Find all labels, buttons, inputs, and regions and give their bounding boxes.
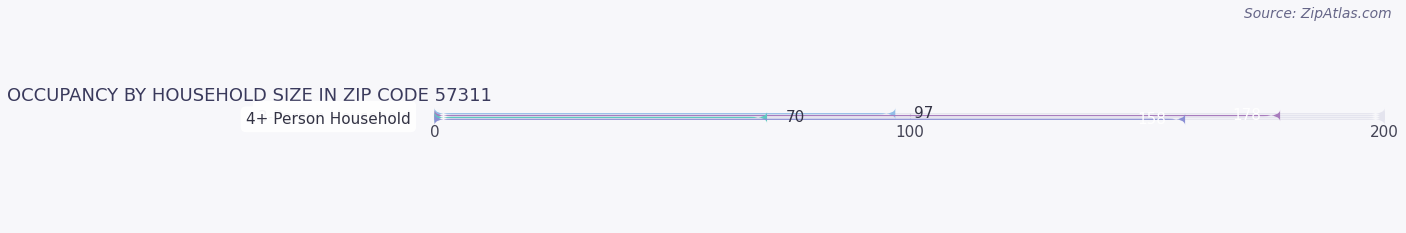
FancyBboxPatch shape [434, 110, 1385, 121]
FancyBboxPatch shape [434, 113, 1385, 125]
FancyBboxPatch shape [434, 108, 896, 120]
Text: 70: 70 [786, 110, 806, 125]
Text: 1-Person Household: 1-Person Household [259, 106, 411, 121]
FancyBboxPatch shape [434, 110, 1279, 121]
Text: 4+ Person Household: 4+ Person Household [246, 112, 411, 127]
Text: Source: ZipAtlas.com: Source: ZipAtlas.com [1244, 7, 1392, 21]
Text: 3-Person Household: 3-Person Household [257, 110, 411, 125]
Text: 178: 178 [1232, 108, 1261, 123]
FancyBboxPatch shape [434, 112, 1385, 123]
FancyBboxPatch shape [434, 113, 1185, 125]
Text: 97: 97 [914, 106, 934, 121]
Text: OCCUPANCY BY HOUSEHOLD SIZE IN ZIP CODE 57311: OCCUPANCY BY HOUSEHOLD SIZE IN ZIP CODE … [7, 87, 492, 105]
FancyBboxPatch shape [434, 108, 1385, 120]
Text: 2-Person Household: 2-Person Household [259, 108, 411, 123]
FancyBboxPatch shape [434, 112, 768, 123]
Text: 158: 158 [1137, 112, 1166, 127]
